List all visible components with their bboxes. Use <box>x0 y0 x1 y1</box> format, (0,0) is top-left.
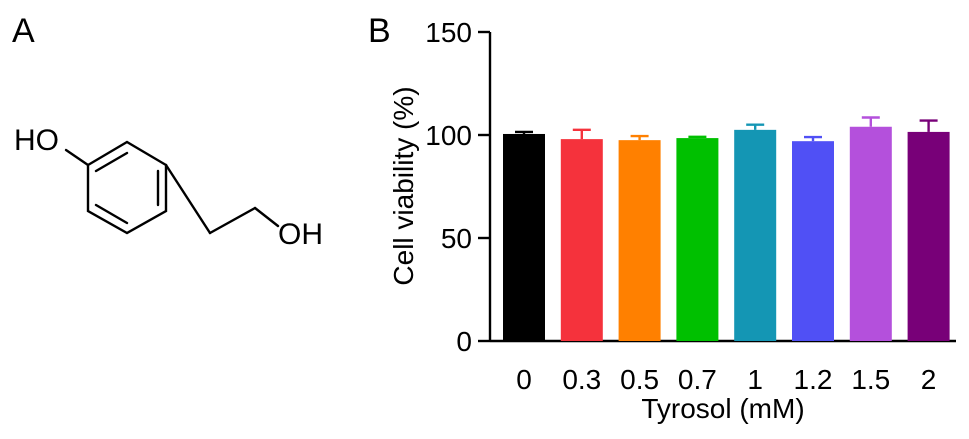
bar <box>849 126 892 341</box>
x-tick-label: 0.7 <box>678 364 717 395</box>
y-tick-label: 50 <box>441 223 472 254</box>
alcohol-hydroxyl-text: OH <box>278 218 323 251</box>
error-bar <box>804 135 822 142</box>
x-tick-label: 1.2 <box>794 364 833 395</box>
phenol-hydroxyl-text: HO <box>14 124 59 157</box>
x-axis-title: Tyrosol (mM) <box>641 393 804 424</box>
bar <box>792 141 834 341</box>
bars <box>503 126 950 341</box>
bar <box>734 129 777 341</box>
error-bar <box>515 130 533 134</box>
panel-b-label: B <box>368 12 391 50</box>
y-tick-label: 0 <box>456 326 472 357</box>
ethyl-chain <box>164 163 212 235</box>
tyrosol-structure: HO OH <box>14 124 323 251</box>
error-bar <box>630 134 649 141</box>
y-tick-label: 150 <box>425 17 472 48</box>
error-bar <box>572 128 591 140</box>
x-tick-label: 2 <box>921 364 937 395</box>
x-tick-labels: 0 0.3 0.5 0.7 1 1.2 1.5 2 <box>516 364 936 395</box>
x-tick-label: 0.3 <box>562 364 601 395</box>
error-bars <box>515 116 938 142</box>
phenol-bond <box>64 148 90 167</box>
bar <box>907 131 950 341</box>
error-bar <box>919 119 938 132</box>
x-tick-label: 0 <box>516 364 532 395</box>
x-tick-label: 1 <box>747 364 763 395</box>
bar <box>618 140 661 341</box>
error-bar <box>861 116 880 127</box>
x-tick-label: 1.5 <box>851 364 890 395</box>
panel-a-label: A <box>12 12 35 50</box>
y-ticks: 0 50 100 150 <box>425 17 490 357</box>
x-tick-label: 0.5 <box>620 364 659 395</box>
y-tick-label: 100 <box>425 120 472 151</box>
bar <box>503 133 545 341</box>
error-bar <box>688 135 707 139</box>
bar <box>676 138 719 341</box>
bar <box>560 139 603 341</box>
error-bar <box>746 123 765 130</box>
y-axis-title: Cell viability (%) <box>388 86 419 285</box>
